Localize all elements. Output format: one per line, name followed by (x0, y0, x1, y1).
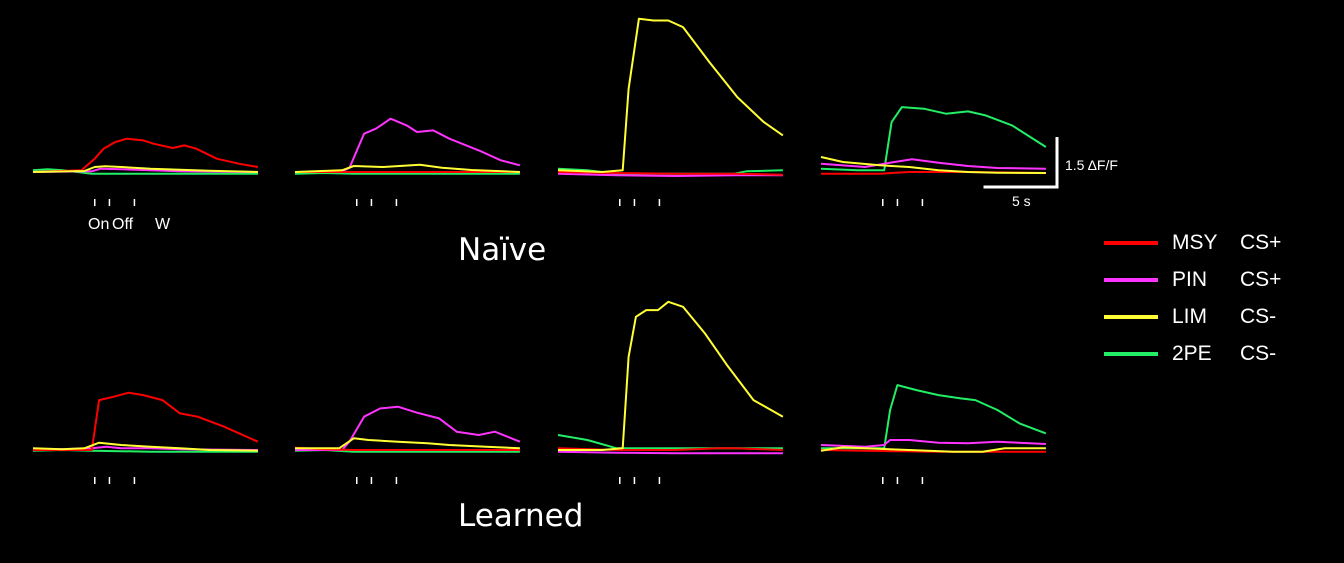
condition-label-learned: Learned (458, 498, 584, 534)
legend-item-lim: LIM CS- (1104, 298, 1281, 335)
trace-pin (295, 117, 521, 173)
legend: MSY CS+ PIN CS+ LIM CS- 2PE CS- (1104, 224, 1281, 372)
panel-1-0 (32, 391, 259, 484)
scale-bar-y-label: 1.5 ΔF/F (1065, 157, 1118, 173)
event-label-off: Off (112, 216, 134, 233)
trace-lim (558, 300, 784, 451)
legend-odor-name: MSY (1172, 230, 1218, 254)
legend-item-2pe: 2PE CS- (1104, 335, 1281, 372)
trace-lim (32, 441, 258, 452)
legend-cs-type: CS+ (1240, 230, 1282, 254)
trace-pin (557, 450, 783, 455)
trace-lim (557, 17, 784, 173)
legend-swatch-msy (1104, 240, 1158, 245)
trace-pin (820, 158, 1046, 170)
event-label-on: On (88, 216, 110, 233)
panel-0-3 (820, 106, 1047, 206)
trace-pin (32, 167, 258, 173)
legend-cs-type: CS+ (1240, 267, 1282, 291)
legend-odor-name: 2PE (1172, 341, 1212, 365)
trace-lim (295, 437, 520, 450)
legend-odor-name: LIM (1172, 304, 1208, 328)
legend-item-pin: PIN CS+ (1104, 261, 1281, 298)
panel-1-1 (294, 405, 521, 484)
trace-pin (557, 172, 783, 177)
legend-odor-name: PIN (1172, 267, 1208, 291)
panel-1-2 (557, 300, 784, 484)
panel-1-3 (820, 384, 1047, 484)
panel-0-0 (32, 137, 259, 206)
condition-label-naive: Naïve (458, 232, 547, 268)
legend-cs-type: CS- (1240, 341, 1277, 365)
trace-2pe (557, 434, 783, 450)
trace-pin (820, 439, 1046, 448)
trace-lim (32, 165, 258, 173)
legend-item-msy: MSY CS+ (1104, 224, 1281, 261)
trace-2pe (820, 106, 1047, 172)
trace-2pe (32, 168, 258, 175)
trace-lim (820, 156, 1046, 174)
trace-msy (32, 137, 259, 173)
trace-pin (295, 405, 521, 451)
trace-msy (33, 391, 259, 451)
trace-2pe (821, 384, 1047, 450)
trace-lim (294, 163, 520, 173)
legend-swatch-lim (1104, 314, 1158, 319)
panel-0-2 (557, 17, 784, 206)
legend-swatch-pin (1104, 277, 1158, 282)
scale-bar-x-label: 5 s (1012, 193, 1031, 209)
legend-swatch-2pe (1104, 351, 1158, 356)
event-label-w: W (155, 216, 171, 233)
trace-2pe (294, 172, 520, 175)
panel-0-1 (294, 117, 521, 206)
legend-cs-type: CS- (1240, 304, 1277, 328)
trace-lim (820, 446, 1046, 453)
